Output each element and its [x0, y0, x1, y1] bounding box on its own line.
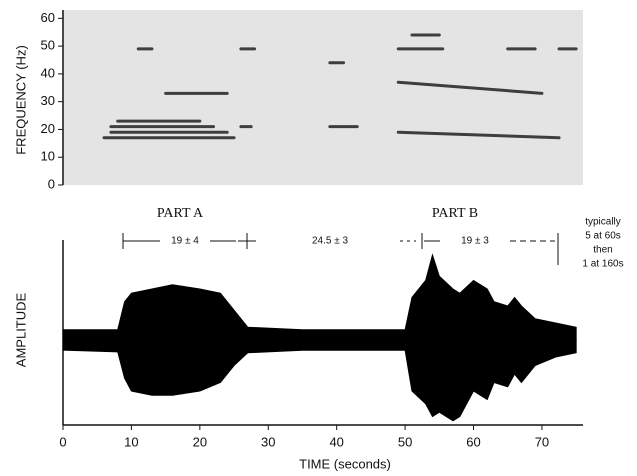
part-label: PART B — [432, 206, 478, 221]
x-tick-label: 60 — [466, 434, 480, 449]
y-tick-label: 20 — [41, 121, 55, 136]
note-line: 1 at 160s — [582, 259, 623, 270]
waveform-envelope — [62, 253, 577, 341]
x-tick-label: 20 — [193, 434, 207, 449]
spectrogram-background — [63, 10, 583, 185]
y-tick-label: 10 — [41, 149, 55, 164]
interval-label: 19 ± 4 — [171, 236, 199, 247]
spectral-streak — [396, 130, 561, 140]
y-tick-label: 50 — [41, 38, 55, 53]
x-axis-label: TIME (seconds) — [299, 456, 391, 471]
part-label: PART A — [157, 206, 204, 221]
x-tick-label: 0 — [59, 434, 66, 449]
note-line: typically — [585, 217, 621, 228]
y-tick-label: 60 — [41, 10, 55, 25]
x-tick-label: 40 — [329, 434, 343, 449]
y-tick-label: 40 — [41, 65, 55, 80]
spectral-streak — [396, 80, 544, 95]
x-tick-label: 70 — [535, 434, 549, 449]
note-line: then — [593, 245, 612, 256]
y-tick-label: 0 — [48, 176, 55, 191]
x-tick-label: 50 — [398, 434, 412, 449]
interval-brackets — [122, 233, 559, 265]
y-axis-label: FREQUENCY (Hz) — [13, 45, 28, 155]
x-tick-label: 10 — [124, 434, 138, 449]
x-tick-label: 30 — [261, 434, 275, 449]
y-tick-label: 30 — [41, 93, 55, 108]
waveform-envelope — [62, 339, 577, 422]
interval-label: 19 ± 3 — [461, 236, 489, 247]
interval-label: 24.5 ± 3 — [312, 236, 349, 247]
note-line: 5 at 60s — [585, 231, 621, 242]
y-axis-label: AMPLITUDE — [13, 292, 28, 367]
